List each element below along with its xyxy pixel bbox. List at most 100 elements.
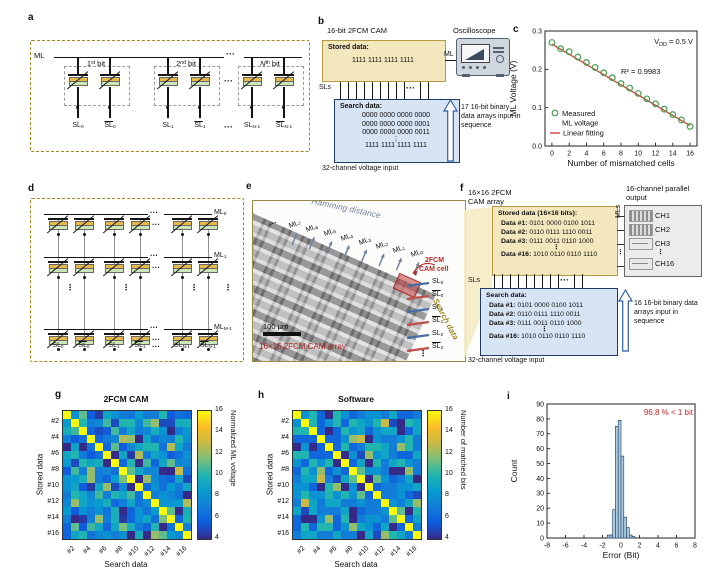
heatmap-cell	[119, 443, 127, 451]
heatmap-cell	[127, 483, 135, 491]
heatmap-cell	[63, 507, 71, 515]
heatmap-cell	[63, 523, 71, 531]
heatmap-cell	[309, 435, 317, 443]
searchline-label: SL0	[432, 291, 444, 299]
heatmap-cell	[183, 491, 191, 499]
colorbar-tick-label: 4	[215, 534, 219, 541]
fefet-layer	[74, 261, 94, 263]
heatmap-cell	[143, 443, 151, 451]
heatmap-cell	[309, 515, 317, 523]
x-tick-label: 6	[602, 151, 606, 158]
heatmap-cell	[111, 443, 119, 451]
sl-wire	[396, 82, 398, 99]
heatmap-cell	[357, 459, 365, 467]
heatmap-cell	[397, 427, 405, 435]
search-data-line: 0000 0000 0000 0011	[362, 129, 430, 136]
scalebar-label: 100 μm	[263, 322, 289, 331]
heatmap-cell	[381, 451, 389, 459]
bit-cell-box	[238, 66, 304, 106]
heatmap-cell	[119, 427, 127, 435]
heatmap-cell	[103, 443, 111, 451]
sl-wire	[518, 274, 520, 288]
heatmap-cell	[341, 475, 349, 483]
heatmap-cell	[413, 459, 421, 467]
scope-foot	[462, 74, 470, 77]
sl-wire	[340, 82, 342, 99]
heatmap-cell	[301, 451, 309, 459]
y-tick-label: #16	[47, 530, 59, 537]
heatmap-cell	[175, 483, 183, 491]
fefet-layer	[105, 267, 124, 274]
heatmap-cell	[381, 427, 389, 435]
heatmap-cell	[87, 427, 95, 435]
heatmap-cell	[167, 443, 175, 451]
cell-callout-arrow	[413, 270, 418, 276]
heatmap-cell	[111, 515, 119, 523]
x-axis-label: Error (Bit)	[603, 550, 640, 560]
sl-label: SL1	[194, 122, 206, 130]
heatmap-cell	[317, 443, 325, 451]
heatmap-cell	[293, 427, 301, 435]
fefet-layer	[104, 218, 124, 220]
y-tick-label: 50	[536, 461, 544, 468]
heatmap-cell	[103, 435, 111, 443]
y-tick-label: 0.3	[532, 28, 542, 35]
heatmap-cell	[143, 427, 151, 435]
heatmap-cell	[79, 507, 87, 515]
vertical-ellipsis: ⋮	[617, 249, 624, 256]
y-axis-label: Stored data	[35, 453, 45, 496]
heatmap-cell	[135, 435, 143, 443]
vertical-ellipsis: ⋮	[224, 283, 232, 292]
heatmap-cell	[357, 491, 365, 499]
heatmap-cell	[183, 483, 191, 491]
heatmap-cell	[71, 443, 79, 451]
ellipsis: ···	[150, 208, 158, 217]
heatmap-cell	[119, 411, 127, 419]
heatmap-cell	[159, 459, 167, 467]
heatmap-cell	[151, 507, 159, 515]
heatmap-cell	[79, 515, 87, 523]
heatmap-cell	[389, 491, 397, 499]
sl-wire	[364, 82, 366, 99]
ellipsis: ···	[152, 263, 160, 272]
heatmap-cell	[325, 435, 333, 443]
heatmap-cell	[381, 475, 389, 483]
data-row: Data #3: 0111 0011 0110 1000	[489, 320, 582, 327]
heatmap-cell	[413, 531, 421, 539]
heatmap-cell	[357, 475, 365, 483]
colorbar-tick-label: 6	[215, 512, 219, 520]
histogram-bar	[606, 534, 611, 539]
sl-label: SL0	[78, 342, 90, 349]
colorbar-tick-label: 10	[215, 470, 223, 477]
sl-wire	[428, 82, 430, 99]
histogram-bar	[617, 420, 622, 539]
heatmap-cell	[79, 451, 87, 459]
heatmap-cell	[159, 427, 167, 435]
heatmap-cell	[293, 451, 301, 459]
fefet-layer	[275, 80, 294, 87]
heatmap-cell	[389, 523, 397, 531]
scope-line	[493, 51, 504, 53]
y-tick-label: #10	[47, 482, 59, 489]
heatmap-cell	[87, 443, 95, 451]
heatmap-cell	[87, 507, 95, 515]
histogram-bar	[609, 534, 614, 539]
heatmap-cell	[103, 507, 111, 515]
heatmap-cell	[301, 515, 309, 523]
heatmap-cell	[159, 523, 167, 531]
bit-cell-box	[64, 66, 130, 106]
heatmap-cell	[87, 475, 95, 483]
junction-dot	[165, 106, 169, 109]
heatmap-cell	[293, 419, 301, 427]
heatmap-cell	[293, 475, 301, 483]
y-tick-label: #2	[51, 418, 59, 425]
heatmap-cell	[63, 427, 71, 435]
data-point	[583, 59, 590, 66]
data-row: Data #3: 0111 0011 0110 1000	[501, 238, 594, 245]
heatmap-cell	[333, 531, 341, 539]
heatmap-cell	[349, 459, 357, 467]
heatmap-cell	[301, 483, 309, 491]
stored-data-box-16: Stored data (16×16 bits): Data #1: 0101 …	[492, 206, 618, 276]
heatmap-cell	[325, 419, 333, 427]
data-point	[617, 80, 625, 87]
